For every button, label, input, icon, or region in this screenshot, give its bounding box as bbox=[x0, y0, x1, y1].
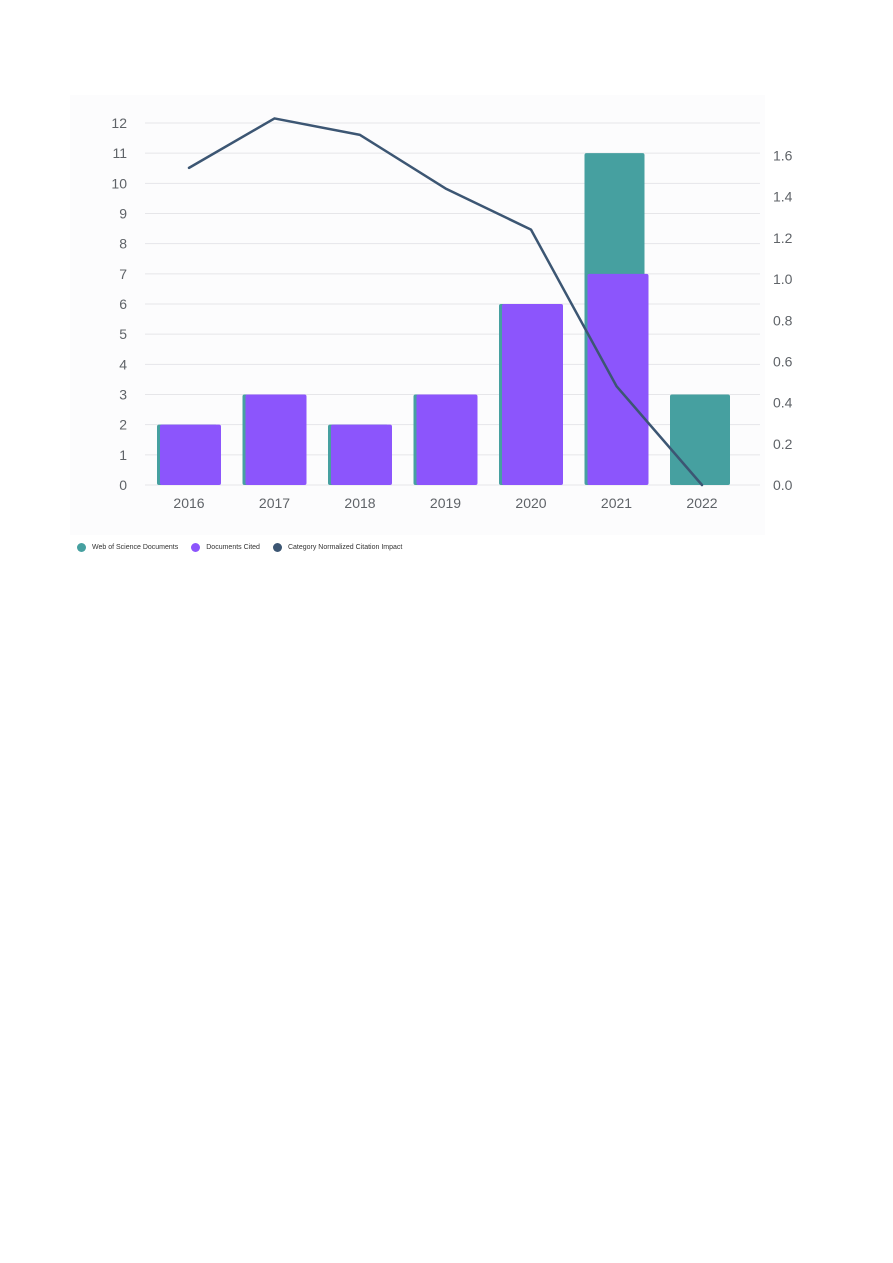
right-tick-label: 1.2 bbox=[773, 230, 793, 246]
left-tick-label: 5 bbox=[119, 326, 127, 342]
left-tick-label: 9 bbox=[119, 206, 127, 222]
right-tick-label: 0.4 bbox=[773, 395, 793, 411]
bar-documents-cited[interactable] bbox=[331, 424, 392, 485]
left-tick-label: 6 bbox=[119, 296, 127, 312]
right-tick-label: 1.0 bbox=[773, 271, 793, 287]
left-tick-label: 1 bbox=[119, 447, 127, 463]
left-tick-label: 11 bbox=[112, 145, 127, 161]
legend-item-documents-cited[interactable]: Documents Cited bbox=[191, 543, 260, 552]
right-tick-label: 1.4 bbox=[773, 189, 793, 205]
left-tick-label: 8 bbox=[119, 236, 127, 252]
x-tick-label: 2020 bbox=[515, 495, 546, 511]
x-tick-label: 2019 bbox=[430, 495, 461, 511]
right-tick-label: 0.2 bbox=[773, 436, 793, 452]
x-tick-label: 2022 bbox=[686, 495, 717, 511]
bar-documents-cited[interactable] bbox=[160, 424, 221, 485]
legend-swatch-wos-documents bbox=[77, 543, 86, 552]
legend-swatch-documents-cited bbox=[191, 543, 201, 552]
left-tick-label: 12 bbox=[111, 115, 127, 131]
citation-impact-line-layer bbox=[187, 117, 704, 487]
legend-swatch-cnci bbox=[272, 543, 282, 552]
left-tick-label: 10 bbox=[111, 175, 127, 191]
left-tick-label: 0 bbox=[119, 477, 127, 493]
bar-wos-documents[interactable] bbox=[670, 394, 730, 486]
right-tick-label: 1.6 bbox=[773, 148, 793, 164]
bar-documents-cited[interactable] bbox=[502, 304, 563, 485]
x-tick-label: 2021 bbox=[601, 495, 632, 511]
legend: Web of Science Documents Documents Cited… bbox=[77, 543, 415, 552]
legend-label-wos-documents: Web of Science Documents bbox=[92, 544, 179, 551]
x-tick-label: 2016 bbox=[173, 495, 204, 511]
right-tick-label: 0.8 bbox=[773, 312, 793, 328]
legend-label-documents-cited: Documents Cited bbox=[206, 544, 260, 551]
right-axis-ticks: 0.0 0.2 0.4 0.6 0.8 1.0 1.2 1.4 1.6 bbox=[773, 148, 793, 494]
left-tick-label: 7 bbox=[119, 266, 127, 282]
bar-documents-cited[interactable] bbox=[245, 394, 307, 486]
bar-documents-cited[interactable] bbox=[416, 394, 478, 486]
x-tick-label: 2017 bbox=[259, 495, 290, 511]
bars bbox=[157, 153, 730, 485]
legend-item-cnci[interactable]: Category Normalized Citation Impact bbox=[272, 543, 403, 552]
left-tick-label: 4 bbox=[119, 356, 127, 372]
right-tick-label: 0.0 bbox=[773, 477, 793, 493]
right-tick-label: 0.6 bbox=[773, 353, 793, 369]
legend-item-wos-documents[interactable]: Web of Science Documents bbox=[77, 543, 178, 552]
x-tick-label: 2018 bbox=[344, 495, 375, 511]
bar-documents-cited[interactable] bbox=[587, 273, 649, 485]
left-tick-label: 3 bbox=[119, 387, 127, 403]
citation-impact-line[interactable] bbox=[187, 117, 704, 487]
x-axis-ticks: 2016 2017 2018 2019 2020 2021 2022 bbox=[173, 495, 717, 511]
legend-label-cnci: Category Normalized Citation Impact bbox=[287, 544, 403, 551]
left-tick-label: 2 bbox=[119, 417, 127, 433]
